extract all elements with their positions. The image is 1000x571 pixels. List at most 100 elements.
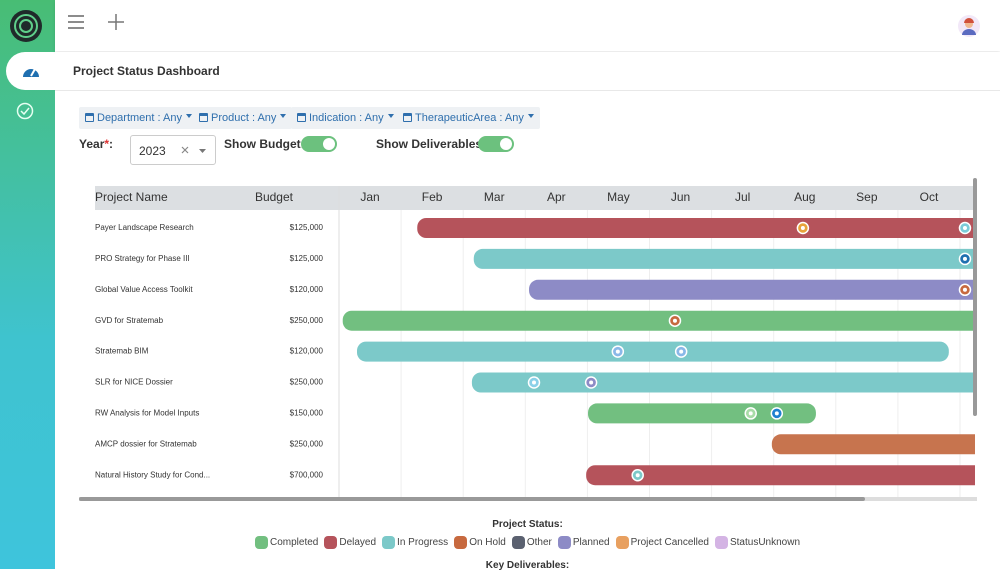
legend-swatch [324, 536, 338, 549]
legend-swatch [714, 536, 728, 549]
month-label: Mar [484, 190, 505, 204]
legend-swatch [254, 536, 268, 549]
filter-text: TherapeuticArea : Any [415, 112, 524, 124]
project-budget: $125,000 [290, 254, 324, 263]
deliverable-dot-center [962, 256, 967, 261]
month-label: Jul [735, 190, 750, 204]
calendar-icon [199, 113, 208, 122]
legend-item: Project Cancelled [615, 536, 709, 549]
add-button[interactable] [108, 14, 124, 30]
month-label: Jan [360, 190, 379, 204]
deliverables-title: Key Deliverables: [485, 560, 570, 571]
month-label: Sep [856, 190, 878, 204]
month-label: Jun [671, 190, 690, 204]
vertical-scrollbar [973, 178, 977, 416]
filter-text: Product : Any [211, 112, 277, 124]
horizontal-scrollbar [79, 497, 865, 501]
legend-items: Completed Delayed In Progress On Hold Other P… [55, 536, 1000, 552]
column-header: Budget [255, 190, 294, 204]
deliverable-dot-center [615, 349, 620, 354]
filter-text: Indication : Any [309, 112, 384, 124]
title-bar [55, 52, 1000, 91]
legend-swatch [557, 536, 571, 549]
year-select[interactable]: 2023 [130, 135, 216, 165]
deliverable-dot-center [962, 226, 967, 230]
project-name: AMCP dossier for Stratemab [95, 439, 197, 448]
project-bar [471, 372, 975, 393]
project-budget: $120,000 [290, 285, 324, 294]
calendar-icon [403, 113, 412, 122]
deliverable-dot-center [748, 411, 753, 416]
project-name: GVD for Stratemab [95, 316, 164, 325]
project-name: RW Analysis for Model Inputs [95, 409, 199, 418]
page-title: Project Status Dashboard [73, 64, 220, 78]
deliverable-dot-center [679, 349, 684, 354]
project-bar [586, 465, 975, 486]
toggle-knob [323, 138, 335, 150]
legend-label: Other [526, 537, 552, 548]
filter-dropdown[interactable]: Product : Any [193, 107, 293, 129]
legend-item: StatusUnknown [714, 536, 801, 549]
project-budget: $120,000 [290, 347, 324, 356]
legend-swatch [615, 536, 629, 549]
month-label: May [607, 190, 630, 204]
filter-dropdown[interactable]: Indication : Any [291, 107, 400, 129]
toggle-switch[interactable] [301, 136, 337, 152]
legend-title: Project Status: [492, 519, 563, 530]
select-controls [181, 146, 206, 154]
deliverable-dot-center [635, 473, 640, 478]
project-name: Natural History Study for Cond... [95, 470, 210, 479]
avatar[interactable] [958, 15, 980, 37]
legend-swatch [511, 536, 525, 549]
project-bar [588, 403, 816, 424]
legend-item: Completed [254, 536, 319, 549]
project-budget: $125,000 [290, 223, 324, 232]
deliverable-dot-center [589, 380, 594, 385]
sidebar [0, 0, 55, 569]
menu-button[interactable] [67, 14, 85, 30]
deliverable-dot-center [800, 226, 805, 230]
project-budget: $250,000 [290, 439, 324, 448]
month-label: Oct [920, 190, 939, 204]
project-budget: $250,000 [290, 316, 324, 325]
month-label: Aug [794, 190, 815, 204]
project-name: PRO Strategy for Phase III [95, 254, 190, 263]
filter-dropdown[interactable]: TherapeuticArea : Any [397, 107, 540, 129]
filter-text: Department : Any [97, 112, 182, 124]
deliverable-dot-center [962, 287, 967, 292]
year-label: Year*: [79, 137, 113, 151]
project-name: Stratemab BIM [95, 347, 149, 356]
legend-item: Planned [557, 536, 610, 549]
deliverable-dot-center [672, 318, 677, 323]
nav-check[interactable] [16, 102, 34, 120]
year-value: 2023 [139, 144, 166, 158]
filter-dropdown[interactable]: Department : Any [79, 107, 198, 129]
legend-swatch [454, 536, 468, 549]
project-bar [771, 434, 975, 455]
legend-label: Planned [572, 537, 610, 548]
nav-dashboard[interactable] [6, 52, 55, 90]
legend-label: In Progress [397, 537, 449, 548]
project-budget: $250,000 [290, 378, 324, 387]
project-bar [529, 279, 975, 300]
required-mark: * [104, 137, 110, 151]
legend-label: StatusUnknown [729, 537, 801, 548]
project-budget: $150,000 [290, 409, 324, 418]
label-colon: : [109, 137, 114, 151]
legend-label: Completed [269, 537, 319, 548]
top-bar [55, 0, 1000, 51]
header-row [95, 186, 975, 210]
deliverable-dot-center [774, 411, 779, 416]
project-name: SLR for NICE Dossier [95, 378, 173, 387]
legend-label: Project Cancelled [630, 537, 709, 548]
legend-label: On Hold [469, 537, 506, 548]
toggle-switch[interactable] [478, 136, 514, 152]
project-name: Payer Landscape Research [95, 223, 194, 232]
project-bar [473, 248, 975, 269]
month-label: Feb [422, 190, 443, 204]
legend: Project Status: Completed Delayed In Progr… [55, 519, 1000, 571]
column-header: Project Name [95, 190, 168, 204]
dashboard-icon [23, 68, 39, 77]
legend-item: Delayed [324, 536, 376, 549]
